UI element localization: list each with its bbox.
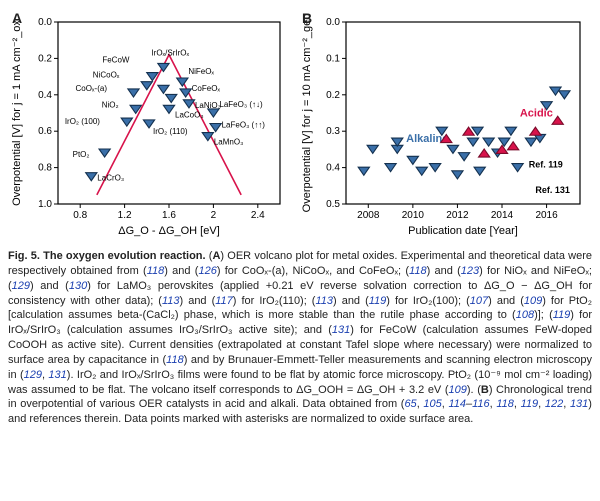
figure-row: A 0.8 1.2 1.6 2 2.4 0.0 0.2 0.4 0.6 0.8 1.0 ΔG_O - …	[8, 8, 592, 241]
svg-text:Ref. 131: Ref. 131	[535, 185, 570, 195]
svg-text:2012: 2012	[446, 210, 469, 221]
svg-text:0.3: 0.3	[326, 126, 340, 137]
svg-text:ΔG_O - ΔG_OH [eV]: ΔG_O - ΔG_OH [eV]	[118, 225, 220, 237]
panel-b-label: B	[302, 10, 312, 26]
panel-a-label: A	[12, 10, 22, 26]
svg-text:2.4: 2.4	[251, 210, 265, 221]
svg-text:0.0: 0.0	[326, 17, 340, 28]
svg-text:NiO₂: NiO₂	[102, 100, 119, 109]
svg-text:2008: 2008	[357, 210, 380, 221]
svg-text:2014: 2014	[491, 210, 514, 221]
svg-text:Alkaline: Alkaline	[406, 133, 448, 145]
svg-text:1.6: 1.6	[162, 210, 176, 221]
svg-text:CoOₓ-(a): CoOₓ-(a)	[75, 84, 107, 93]
svg-text:0.2: 0.2	[326, 90, 340, 101]
svg-text:IrO₂ (110): IrO₂ (110)	[153, 127, 188, 136]
panel-b: B 2008 2010 2012 2014 2016 0.0 0.1 0.2 0.3 0.4 0.5…	[298, 8, 588, 241]
svg-text:PtO₂: PtO₂	[73, 150, 90, 159]
svg-text:LaCrO₃: LaCrO₃	[97, 174, 124, 183]
svg-text:2010: 2010	[402, 210, 425, 221]
svg-text:Acidic: Acidic	[520, 108, 553, 120]
panel-b-chart: 2008 2010 2012 2014 2016 0.0 0.1 0.2 0.3 0.4 0.5 Pu…	[298, 8, 588, 238]
svg-text:0.4: 0.4	[38, 90, 52, 101]
panel-a: A 0.8 1.2 1.6 2 2.4 0.0 0.2 0.4 0.6 0.8 1.0 ΔG_O - …	[8, 8, 288, 241]
svg-text:2: 2	[211, 210, 217, 221]
svg-text:LaFeO₃ (↑↓): LaFeO₃ (↑↓)	[219, 100, 263, 109]
svg-text:1.2: 1.2	[118, 210, 132, 221]
svg-text:LaCoO₃: LaCoO₃	[175, 110, 204, 119]
svg-text:Ref. 119: Ref. 119	[529, 160, 563, 170]
svg-text:0.0: 0.0	[38, 17, 52, 28]
svg-text:Overpotential [V] for j = 1 mA: Overpotential [V] for j = 1 mA cm⁻²_ox	[11, 20, 23, 206]
svg-text:0.1: 0.1	[326, 53, 340, 64]
svg-text:NiCoOₓ: NiCoOₓ	[93, 71, 120, 80]
svg-text:FeCoW: FeCoW	[102, 56, 130, 65]
svg-text:0.4: 0.4	[326, 163, 340, 174]
svg-text:Overpotential [V] for j = 10 m: Overpotential [V] for j = 10 mA cm⁻²_geo	[301, 14, 313, 213]
svg-text:2016: 2016	[535, 210, 558, 221]
svg-text:1.0: 1.0	[38, 199, 52, 210]
svg-text:0.8: 0.8	[38, 163, 52, 174]
svg-text:0.2: 0.2	[38, 53, 52, 64]
svg-text:LaFeO₃ (↑↑): LaFeO₃ (↑↑)	[222, 121, 266, 130]
svg-text:NiFeOₓ: NiFeOₓ	[188, 67, 214, 76]
svg-text:Publication date [Year]: Publication date [Year]	[408, 225, 518, 237]
svg-text:LaMnO₃: LaMnO₃	[214, 138, 244, 147]
figure-caption: Fig. 5. The oxygen evolution reaction. (…	[8, 249, 592, 427]
svg-text:0.8: 0.8	[73, 210, 87, 221]
svg-text:0.5: 0.5	[326, 199, 340, 210]
svg-text:IrO₂ (100): IrO₂ (100)	[65, 117, 100, 126]
panel-a-chart: 0.8 1.2 1.6 2 2.4 0.0 0.2 0.4 0.6 0.8 1.0 ΔG_O - ΔG…	[8, 8, 288, 238]
svg-text:0.6: 0.6	[38, 126, 52, 137]
svg-text:CoFeOₓ: CoFeOₓ	[192, 84, 221, 93]
svg-text:IrOₓ/SrIrOₓ: IrOₓ/SrIrOₓ	[151, 49, 189, 58]
